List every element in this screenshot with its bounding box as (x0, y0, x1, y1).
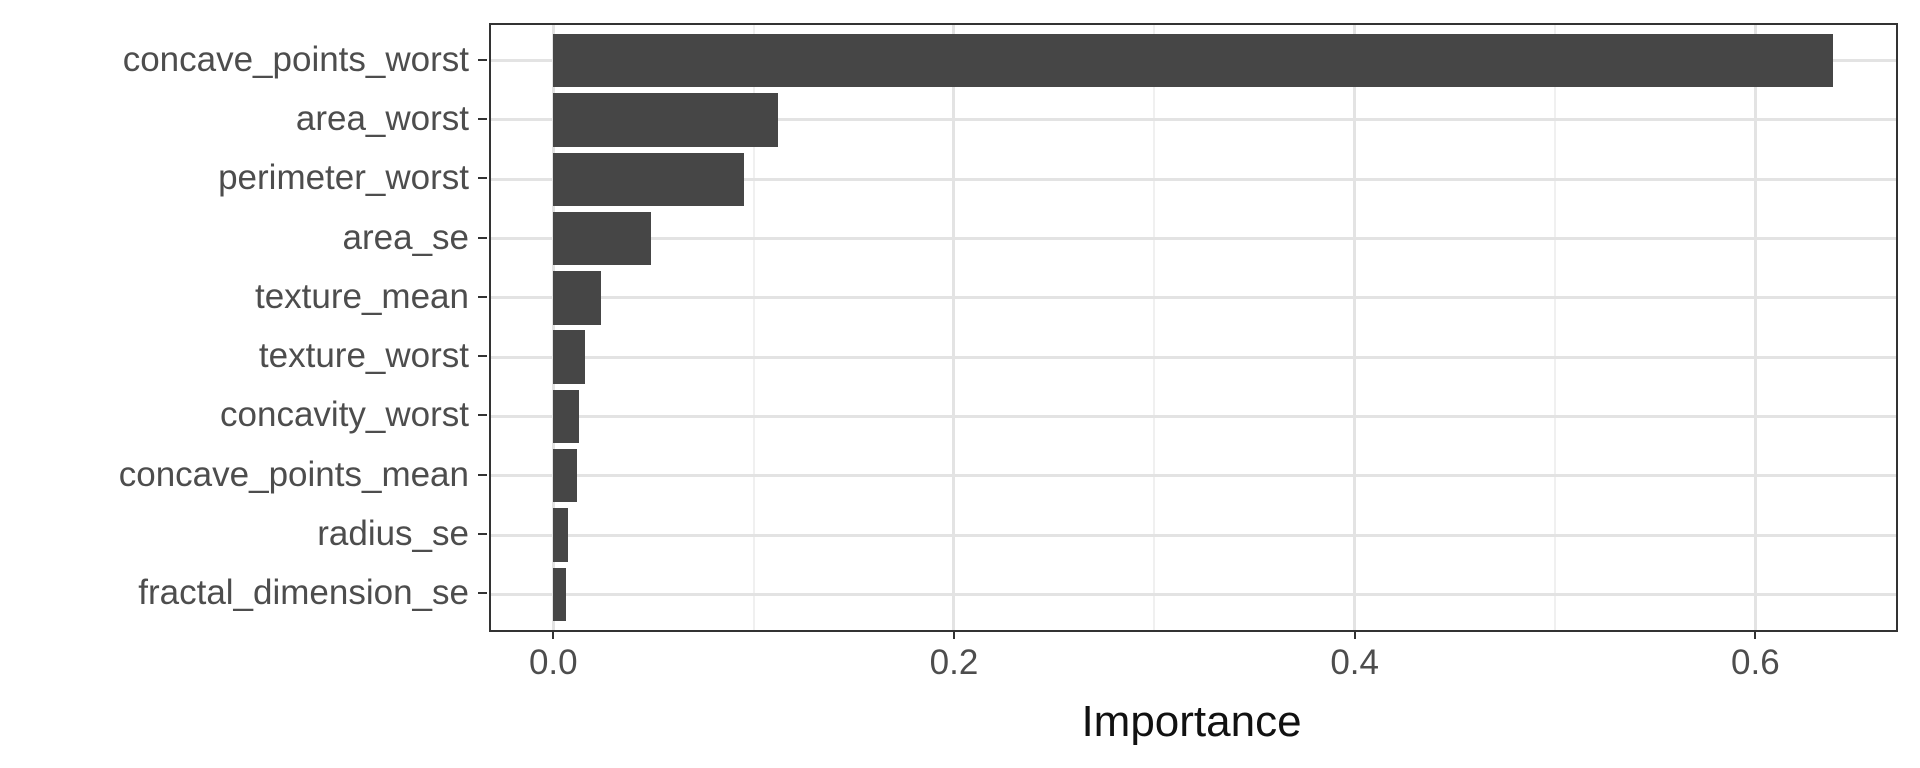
y-category-label: radius_se (317, 514, 469, 554)
plot-panel (489, 23, 1898, 632)
y-axis-tick (478, 236, 487, 239)
x-tick-label: 0.0 (528, 643, 578, 682)
gridline-major-horizontal (491, 237, 1896, 241)
y-category-label: concavity_worst (220, 395, 469, 435)
y-axis-tick (478, 592, 487, 595)
x-tick-label: 0.4 (1330, 643, 1379, 682)
gridline-minor-vertical (752, 25, 755, 630)
gridline-major-horizontal (491, 414, 1896, 418)
y-category-label: perimeter_worst (218, 158, 469, 198)
bar-texture_mean (553, 271, 602, 325)
x-tick-label: 0.6 (1731, 643, 1780, 682)
gridline-major-horizontal (491, 118, 1896, 122)
x-axis-tick (1353, 630, 1356, 639)
gridline-minor-vertical (1153, 25, 1156, 630)
bar-concave_points_worst (553, 33, 1834, 88)
x-axis-tick (952, 630, 955, 639)
x-tick-label: 0.2 (929, 643, 979, 682)
y-category-label: concave_points_mean (118, 454, 469, 494)
gridline-major-vertical (952, 25, 956, 630)
y-axis-tick (478, 533, 487, 536)
gridline-major-horizontal (491, 533, 1896, 537)
bar-fractal_dimension_se (553, 567, 566, 622)
y-axis-tick (478, 295, 487, 298)
y-axis-tick (478, 355, 487, 358)
gridline-major-horizontal (491, 296, 1896, 300)
gridline-major-vertical (1753, 25, 1757, 630)
bar-concavity_worst (553, 389, 580, 444)
x-axis-title: Importance (1081, 697, 1302, 746)
y-category-label: concave_points_worst (122, 39, 469, 79)
gridline-major-horizontal (491, 474, 1896, 478)
y-category-label: area_worst (295, 98, 469, 138)
y-axis-tick (478, 473, 487, 476)
bar-concave_points_mean (553, 449, 578, 503)
gridline-major-horizontal (491, 592, 1896, 596)
y-axis-tick (478, 58, 487, 61)
gridline-major-vertical (551, 25, 555, 630)
bar-perimeter_worst (553, 152, 744, 206)
gridline-major-horizontal (491, 177, 1896, 181)
x-axis-tick (1754, 630, 1757, 639)
y-category-label: texture_worst (258, 336, 469, 376)
y-axis-tick (478, 177, 487, 180)
gridline-major-horizontal (491, 355, 1896, 359)
gridline-minor-vertical (1554, 25, 1557, 630)
y-axis-tick (478, 117, 487, 120)
bar-radius_se (553, 508, 569, 562)
gridline-major-vertical (1353, 25, 1357, 630)
bar-area_se (553, 211, 652, 266)
y-category-label: area_se (342, 217, 469, 257)
bar-texture_worst (553, 330, 586, 384)
y-category-label: fractal_dimension_se (138, 573, 469, 613)
x-axis-tick (552, 630, 555, 639)
y-axis-tick (478, 414, 487, 417)
y-category-label: texture_mean (254, 276, 469, 316)
bar-area_worst (553, 93, 778, 147)
